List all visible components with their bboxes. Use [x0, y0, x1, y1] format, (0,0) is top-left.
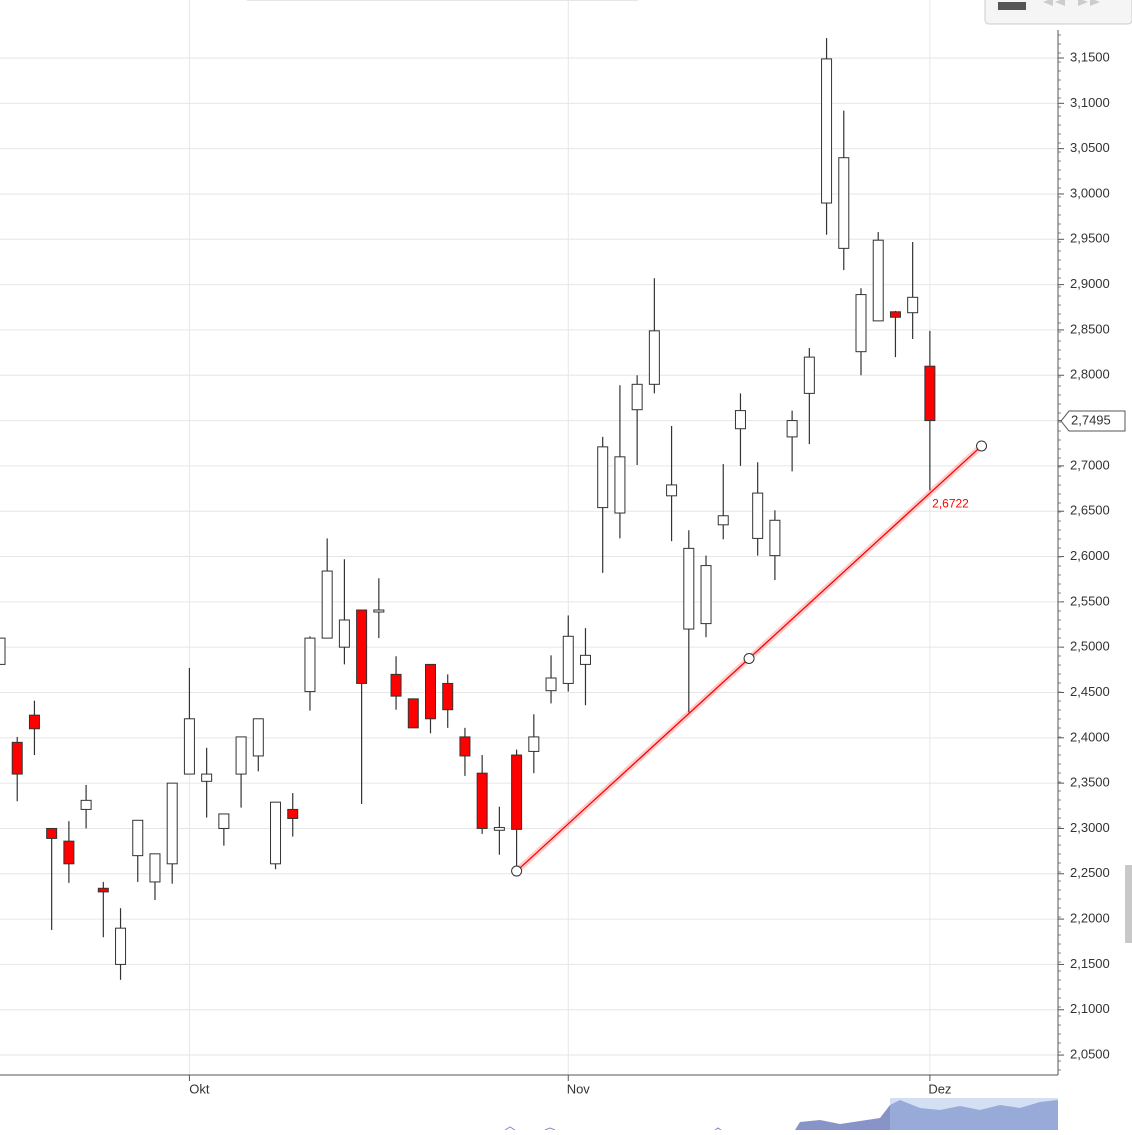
- candle-body: [476, 772, 488, 829]
- candle-body: [769, 519, 781, 557]
- candle-body: [631, 383, 643, 411]
- candle-body: [46, 827, 58, 839]
- last-price-label: 2,7495: [1071, 412, 1111, 427]
- candle-body: [838, 157, 850, 249]
- toolbar-icon[interactable]: [998, 2, 1026, 10]
- navigator-line: [504, 1126, 722, 1131]
- candle-body: [149, 853, 161, 883]
- candle-body: [666, 484, 678, 497]
- candle-body: [734, 410, 746, 430]
- candle-body: [907, 296, 919, 314]
- candle-body: [528, 736, 540, 752]
- candle-body: [304, 637, 316, 693]
- y-tick-label: 2,2000: [1070, 911, 1110, 926]
- candle-body: [872, 239, 884, 322]
- candle-body: [786, 420, 798, 438]
- y-tick-label: 3,0500: [1070, 140, 1110, 155]
- candle-body: [252, 718, 264, 757]
- candle-body: [235, 736, 247, 775]
- candle-body: [287, 808, 299, 819]
- y-tick-label: 2,8000: [1070, 367, 1110, 382]
- candle-body: [562, 635, 574, 684]
- candle-body: [338, 619, 350, 648]
- navigator[interactable]: [504, 1098, 1058, 1131]
- candle-body: [442, 682, 454, 711]
- candle-body: [63, 840, 75, 865]
- y-tick-label: 2,9500: [1070, 231, 1110, 246]
- candle-body: [183, 718, 195, 775]
- candle-body: [493, 827, 505, 831]
- y-tick-label: 2,5500: [1070, 593, 1110, 608]
- candle-body: [321, 570, 333, 639]
- y-tick-label: 2,1500: [1070, 956, 1110, 971]
- y-tick-label: 2,8500: [1070, 321, 1110, 336]
- y-tick-label: 3,1500: [1070, 49, 1110, 64]
- candle-body: [648, 330, 660, 385]
- y-tick-label: 2,3500: [1070, 775, 1110, 790]
- candle-body: [803, 356, 815, 394]
- trendline-label: 2,6722: [932, 496, 969, 510]
- y-tick-label: 2,2500: [1070, 865, 1110, 880]
- y-tick-label: 2,3000: [1070, 820, 1110, 835]
- candle-body: [11, 741, 23, 775]
- candle-body: [545, 677, 557, 692]
- navigator-window[interactable]: [890, 1098, 1058, 1130]
- toolbar[interactable]: [984, 0, 1132, 25]
- x-tick-label: Nov: [567, 1081, 591, 1096]
- y-tick-label: 2,6000: [1070, 548, 1110, 563]
- candle-body: [889, 311, 901, 318]
- y-tick-label: 2,7000: [1070, 457, 1110, 472]
- plot: [0, 0, 1058, 1075]
- candle-body: [201, 773, 213, 782]
- candle-body: [166, 782, 178, 865]
- y-tick-label: 2,1000: [1070, 1001, 1110, 1016]
- candle-body: [924, 365, 936, 422]
- candle-body: [700, 565, 712, 625]
- x-tick-label: Dez: [928, 1081, 951, 1096]
- x-tick-label: Okt: [189, 1081, 210, 1096]
- candle-body: [132, 819, 144, 857]
- candle-body: [717, 515, 729, 526]
- trendline-handle: [976, 440, 988, 452]
- candle-body: [356, 609, 368, 684]
- candle-body: [821, 58, 833, 204]
- y-tick-label: 2,0500: [1070, 1046, 1110, 1061]
- candle-body: [390, 673, 402, 697]
- candle-body: [218, 813, 230, 829]
- candle-body: [80, 799, 92, 810]
- candle-body: [28, 714, 40, 730]
- last-price-box: [1060, 410, 1126, 432]
- candle-body: [511, 754, 523, 830]
- y-tick-label: 2,4000: [1070, 729, 1110, 744]
- y-tick-label: 2,5000: [1070, 639, 1110, 654]
- candle-body: [579, 654, 591, 665]
- trendline-handle: [511, 865, 523, 877]
- trendline-handle: [743, 653, 755, 665]
- candle-body: [425, 663, 436, 720]
- candle-body: [270, 801, 282, 865]
- candle-body: [614, 456, 626, 514]
- candle-body: [855, 294, 867, 353]
- toolbar-icon[interactable]: [1078, 0, 1100, 6]
- candle-body: [115, 927, 127, 965]
- candle-body: [407, 698, 419, 729]
- candle-body: [752, 492, 764, 539]
- y-tick-label: 2,4500: [1070, 684, 1110, 699]
- candle-body: [0, 637, 6, 665]
- toolbar-icon[interactable]: [1043, 0, 1065, 6]
- candle-body: [373, 609, 385, 613]
- y-tick-label: 2,9000: [1070, 276, 1110, 291]
- y-tick-label: 3,0000: [1070, 185, 1110, 200]
- y-tick-label: 2,6500: [1070, 503, 1110, 518]
- candle-body: [597, 446, 609, 509]
- candle-body: [459, 736, 471, 757]
- candle-body: [97, 887, 109, 893]
- y-tick-label: 3,1000: [1070, 95, 1110, 110]
- scrollbar[interactable]: [1125, 865, 1132, 943]
- candle-body: [683, 547, 695, 630]
